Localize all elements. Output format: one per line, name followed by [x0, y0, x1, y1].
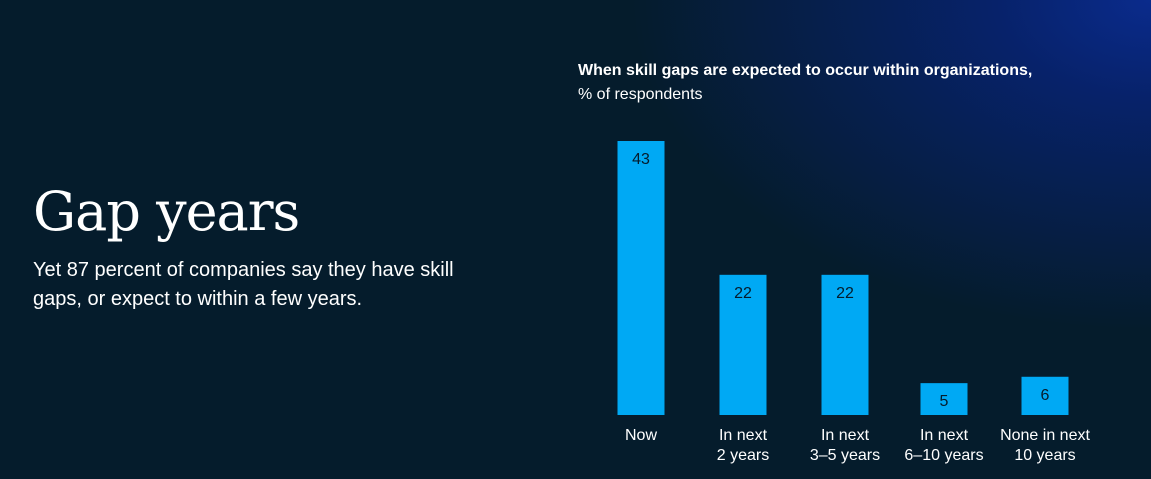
subtext: Yet 87 percent of companies say they hav… [33, 259, 454, 310]
chart-title: When skill gaps are expected to occur wi… [578, 62, 1033, 79]
bar-value-label: 6 [1041, 387, 1050, 404]
category-label: In next [920, 427, 969, 444]
category-label: 3–5 years [810, 447, 880, 464]
category-label: In next [821, 427, 870, 444]
category-label: In next [719, 427, 768, 444]
headline: Gap years [33, 180, 300, 243]
bar-value-label: 43 [632, 151, 650, 168]
bar-4 [1021, 376, 1069, 415]
chart-subtitle: % of respondents [578, 86, 703, 103]
category-label: Now [625, 427, 657, 444]
bar-value-label: 5 [940, 393, 949, 410]
category-label: 10 years [1014, 447, 1075, 464]
bar-0 [617, 141, 665, 415]
bar-3 [920, 383, 968, 415]
category-label: 2 years [717, 447, 769, 464]
bar-value-label: 22 [836, 285, 854, 302]
category-label: 6–10 years [904, 447, 983, 464]
bar-2 [821, 274, 869, 415]
category-label: None in next [1000, 427, 1090, 444]
bar-1 [719, 274, 767, 415]
bar-value-label: 22 [734, 285, 752, 302]
